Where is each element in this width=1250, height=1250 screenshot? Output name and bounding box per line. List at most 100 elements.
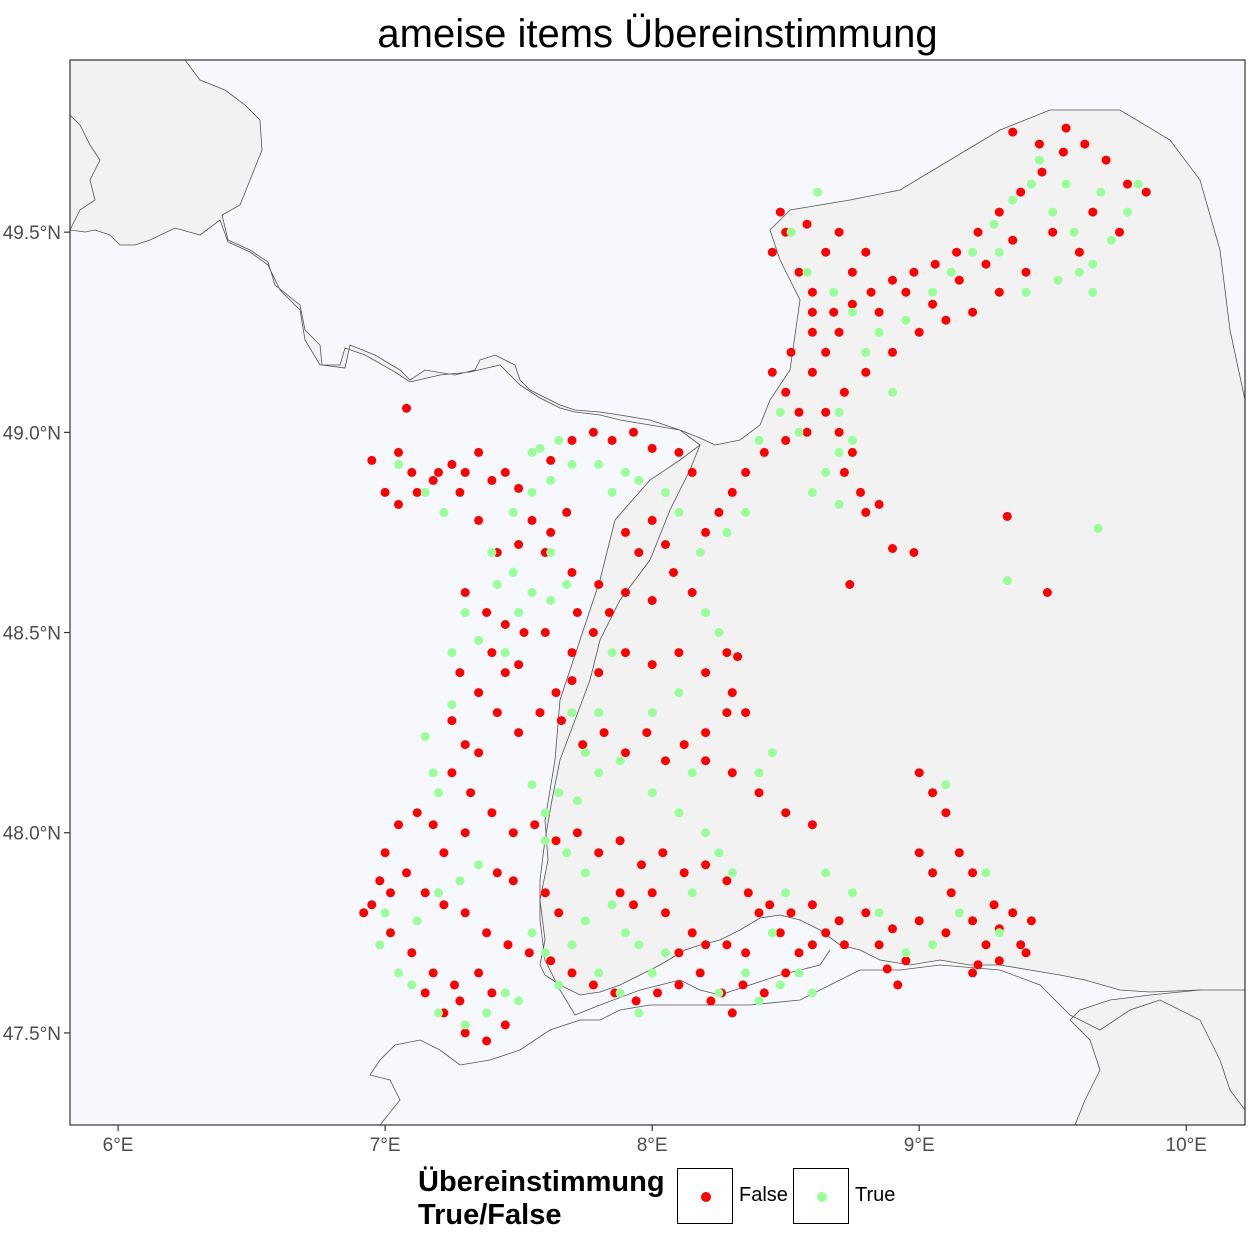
- data-point-true: [460, 1020, 470, 1030]
- data-point-true: [674, 507, 684, 517]
- data-point-true: [621, 928, 630, 938]
- data-point-false: [450, 980, 459, 990]
- panel-border: [69, 59, 1246, 1126]
- data-point-false: [594, 580, 604, 589]
- legend-key-true: [793, 1168, 849, 1224]
- data-point-true: [1053, 275, 1063, 285]
- data-point-true: [540, 808, 550, 818]
- map-title: ameise items Übereinstimmung: [377, 12, 938, 56]
- data-point-true: [535, 443, 545, 453]
- y-tick-label: 48.0°N: [3, 824, 61, 845]
- data-point-false: [380, 848, 390, 858]
- data-point-true: [546, 596, 556, 605]
- data-point-false: [487, 808, 497, 818]
- data-point-true: [394, 968, 403, 978]
- data-point-false: [888, 544, 897, 553]
- data-point-false: [546, 527, 556, 537]
- data-point-true: [607, 648, 617, 658]
- data-point-false: [487, 988, 497, 998]
- data-point-true: [1021, 287, 1031, 297]
- data-point-false: [588, 628, 598, 637]
- data-point-false: [621, 748, 630, 758]
- data-point-true: [794, 427, 804, 437]
- data-point-false: [695, 968, 705, 978]
- data-point-false: [1037, 167, 1047, 177]
- data-point-false: [1080, 139, 1090, 149]
- data-point-true: [775, 407, 785, 417]
- data-point-false: [738, 980, 748, 990]
- data-point-false: [807, 367, 817, 377]
- data-point-false: [968, 968, 978, 978]
- data-point-false: [588, 980, 598, 990]
- data-point-false: [420, 888, 430, 898]
- data-point-false: [661, 540, 670, 549]
- data-point-true: [567, 708, 577, 718]
- data-point-false: [701, 527, 711, 537]
- data-point-true: [527, 780, 537, 790]
- data-point-false: [492, 708, 502, 718]
- data-point-false: [994, 956, 1004, 966]
- data-point-true: [580, 748, 590, 758]
- data-point-false: [407, 467, 417, 477]
- data-point-false: [807, 940, 817, 950]
- data-point-false: [888, 275, 897, 285]
- data-point-false: [741, 708, 751, 718]
- data-point-false: [727, 768, 737, 778]
- data-point-true: [607, 487, 617, 497]
- data-point-false: [968, 307, 978, 317]
- data-point-true: [621, 467, 630, 477]
- data-point-false: [802, 427, 812, 437]
- data-point-false: [508, 876, 518, 886]
- data-point-false: [500, 467, 510, 477]
- data-point-false: [482, 1036, 492, 1046]
- data-point-true: [562, 580, 572, 589]
- data-point-false: [807, 900, 817, 910]
- data-point-false: [474, 515, 484, 525]
- data-point-true: [775, 980, 785, 990]
- data-point-false: [567, 676, 577, 686]
- data-point-true: [594, 768, 604, 778]
- data-point-false: [727, 688, 737, 698]
- data-point-false: [807, 327, 817, 337]
- data-point-false: [466, 788, 476, 798]
- data-point-false: [524, 948, 534, 958]
- data-point-false: [775, 207, 785, 217]
- data-point-false: [1042, 588, 1052, 597]
- data-point-true: [474, 636, 484, 645]
- data-point-false: [460, 1028, 470, 1038]
- data-point-false: [1074, 247, 1084, 257]
- data-point-false: [386, 928, 395, 938]
- data-point-false: [530, 820, 540, 830]
- data-point-true: [989, 219, 999, 229]
- legend-title: Übereinstimmung True/False: [418, 1166, 665, 1232]
- data-point-false: [687, 928, 697, 938]
- data-point-false: [954, 848, 964, 858]
- data-point-true: [834, 499, 844, 509]
- data-point-false: [615, 836, 625, 846]
- data-point-true: [508, 507, 518, 517]
- data-point-true: [807, 988, 817, 998]
- data-point-false: [767, 367, 777, 377]
- data-point-false: [455, 996, 465, 1006]
- data-point-false: [647, 515, 657, 525]
- data-point-false: [687, 588, 697, 597]
- data-point-false: [674, 648, 684, 658]
- data-point-true: [514, 996, 524, 1006]
- data-point-false: [847, 447, 857, 457]
- data-point-false: [669, 568, 678, 577]
- data-point-false: [572, 608, 582, 617]
- data-point-true: [1088, 259, 1098, 269]
- data-point-true: [647, 708, 657, 718]
- data-point-false: [359, 908, 369, 918]
- data-point-false: [679, 868, 689, 878]
- series-true: [375, 155, 1143, 1030]
- data-point-false: [794, 407, 804, 417]
- data-point-false: [727, 487, 737, 497]
- data-point-false: [551, 836, 561, 846]
- data-point-false: [821, 347, 831, 357]
- data-point-false: [834, 327, 844, 337]
- data-point-false: [706, 996, 716, 1006]
- data-point-false: [621, 527, 630, 537]
- legend-title-line2: True/False: [418, 1199, 562, 1231]
- data-point-false: [847, 267, 857, 277]
